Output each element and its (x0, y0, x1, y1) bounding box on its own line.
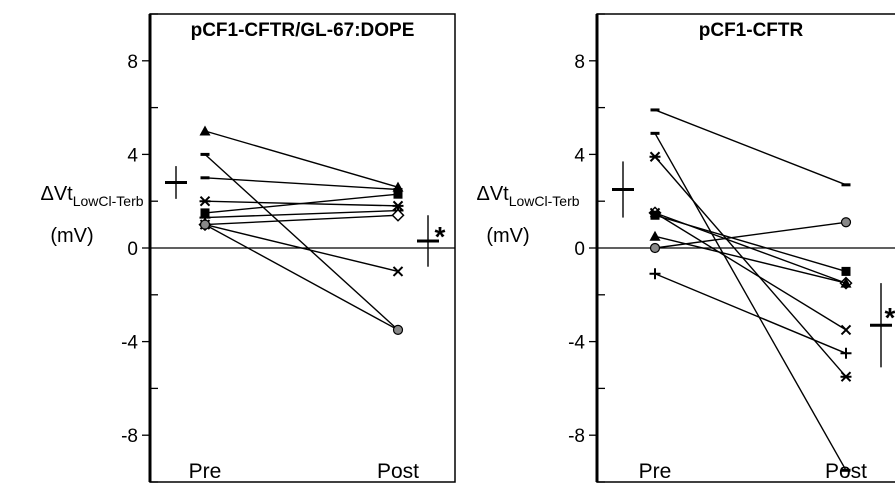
series-line (204, 193, 399, 214)
point-post-x (840, 324, 852, 336)
series-8 (649, 217, 852, 254)
series-9 (199, 219, 404, 335)
point-pre-triangle (199, 125, 211, 136)
point-post-square (841, 266, 851, 276)
y-axis-label-sub: LowCl-Terb (73, 193, 144, 209)
point-pre-asterisk (649, 151, 661, 162)
mean-pre-errorbar (165, 166, 187, 199)
series-line (654, 212, 847, 331)
series-1 (650, 108, 851, 187)
series-line (654, 156, 847, 378)
y-tick-label: 4 (574, 145, 585, 166)
mean-pre-errorbar (612, 161, 634, 218)
y-axis-label-main: ΔVt (476, 183, 509, 205)
y-axis-label-sub: LowCl-Terb (509, 193, 580, 209)
y-tick-label: -4 (568, 333, 585, 354)
series-6 (650, 210, 851, 276)
significance-star: * (435, 221, 446, 252)
series-7 (649, 230, 852, 288)
y-tick-label: 0 (574, 239, 585, 260)
chart-title: pCF1-CFTR (699, 20, 804, 41)
y-tick-label: 8 (574, 52, 585, 73)
series-line (204, 209, 399, 219)
series-line (654, 273, 847, 354)
y-tick-label: -4 (121, 333, 138, 354)
y-tick-label: 0 (127, 239, 138, 260)
x-category-label: Pre (639, 460, 672, 483)
series-2 (650, 131, 851, 472)
point-pre-triangle (649, 230, 661, 241)
point-pre-circle (199, 219, 211, 230)
point-post-circle (840, 217, 852, 228)
series-2 (200, 152, 403, 332)
point-post-x (392, 266, 404, 277)
y-axis-label-main: ΔVt (40, 183, 73, 205)
point-pre-asterisk (199, 195, 211, 207)
point-post-plus (840, 347, 852, 359)
point-pre-circle (649, 242, 661, 254)
series-line (654, 109, 847, 186)
y-tick-label: 4 (127, 145, 138, 166)
point-post-triangle (840, 277, 852, 288)
point-post-square (393, 189, 403, 199)
series-line (204, 130, 399, 188)
point-pre-square (650, 210, 660, 220)
chart-panel-1: 8 4 0 -4 -8 pCF1-CFTR/GL-67:DOPE ΔVtLowCl-Terb… (40, 13, 456, 483)
series-line (204, 214, 399, 226)
series-line (204, 177, 399, 191)
point-pre-plus (649, 268, 661, 280)
x-category-label: Pre (189, 460, 222, 483)
series-5 (200, 189, 403, 218)
series-line (204, 153, 399, 331)
series-5 (649, 207, 852, 336)
point-post-diamond (391, 208, 405, 222)
chart-title: pCF1-CFTR/GL-67:DOPE (191, 20, 415, 41)
y-axis-label: ΔVtLowCl-Terb (476, 183, 579, 209)
y-axis-unit: (mV) (486, 225, 529, 247)
point-post-asterisk (840, 371, 852, 382)
significance-star: * (885, 302, 895, 333)
x-category-label: Post (377, 460, 419, 483)
series-line (654, 221, 847, 249)
series-3 (649, 151, 852, 382)
series-line (204, 223, 399, 273)
y-axis-label: ΔVtLowCl-Terb (40, 183, 143, 209)
series-1 (199, 125, 404, 192)
series-9 (649, 268, 852, 359)
series-3 (200, 176, 403, 191)
y-axis-unit: (mV) (50, 225, 93, 247)
mean-post-errorbar (417, 215, 439, 267)
mean-post-errorbar (870, 283, 892, 368)
series-line (204, 223, 399, 331)
y-tick-label: -8 (121, 426, 138, 447)
y-tick-label: -8 (568, 426, 585, 447)
series-line (654, 214, 847, 273)
y-tick-label: 8 (127, 52, 138, 73)
series-7 (198, 208, 405, 232)
point-post-circle (392, 324, 404, 335)
series-line (654, 132, 847, 471)
